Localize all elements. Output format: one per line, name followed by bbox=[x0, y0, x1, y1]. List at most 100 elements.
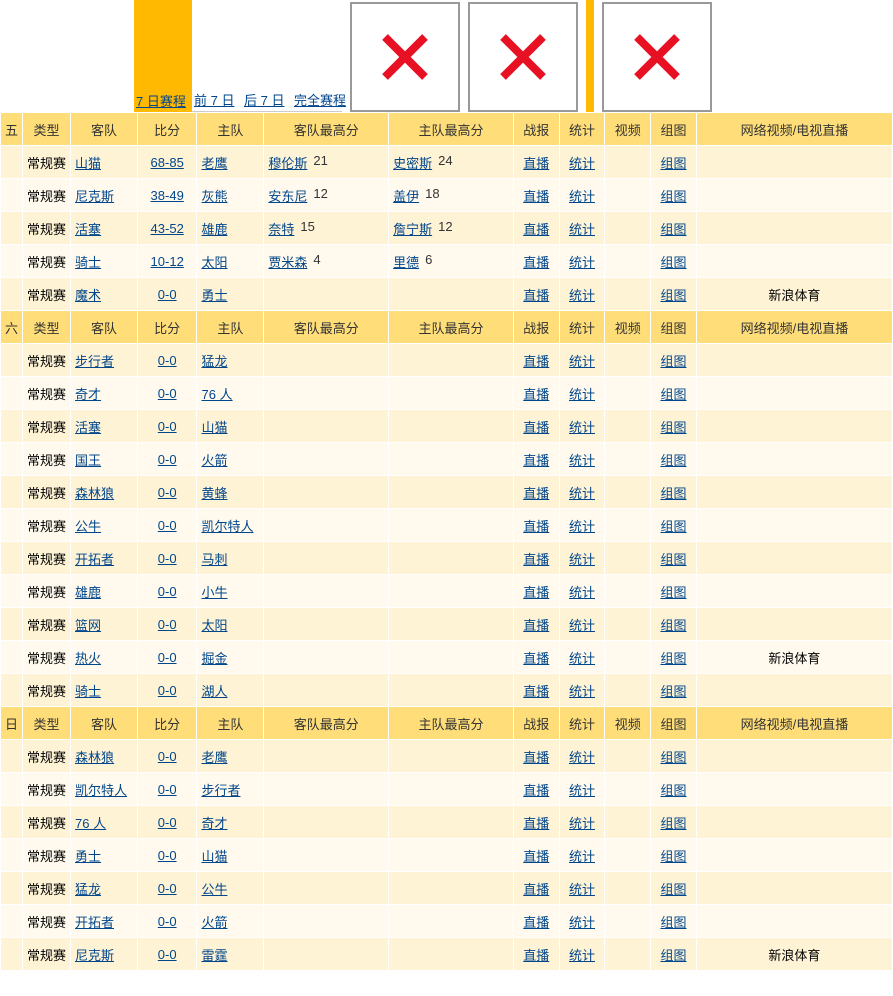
stats-link[interactable]: 统计 bbox=[569, 519, 595, 534]
score-link[interactable]: 0-0 bbox=[158, 353, 177, 368]
home-team-link[interactable]: 步行者 bbox=[201, 783, 240, 798]
home-high-player[interactable]: 盖伊 bbox=[393, 186, 419, 205]
score-link[interactable]: 10-12 bbox=[151, 254, 184, 269]
away-team-link[interactable]: 76 人 bbox=[75, 816, 106, 831]
chart-link[interactable]: 组图 bbox=[660, 618, 686, 633]
home-team-link[interactable]: 凯尔特人 bbox=[201, 519, 253, 534]
score-link[interactable]: 0-0 bbox=[158, 518, 177, 533]
away-team-link[interactable]: 热火 bbox=[75, 651, 101, 666]
score-link[interactable]: 0-0 bbox=[158, 914, 177, 929]
away-team-link[interactable]: 活塞 bbox=[75, 420, 101, 435]
away-high-player[interactable]: 奈特 bbox=[268, 219, 294, 238]
home-team-link[interactable]: 公牛 bbox=[201, 882, 227, 897]
chart-link[interactable]: 组图 bbox=[660, 750, 686, 765]
nav-prev7-link[interactable]: 前 7 日 bbox=[194, 90, 234, 109]
away-team-link[interactable]: 雄鹿 bbox=[75, 585, 101, 600]
home-team-link[interactable]: 马刺 bbox=[201, 552, 227, 567]
home-high-player[interactable]: 里德 bbox=[393, 252, 419, 271]
chart-link[interactable]: 组图 bbox=[660, 519, 686, 534]
score-link[interactable]: 0-0 bbox=[158, 551, 177, 566]
stats-link[interactable]: 统计 bbox=[569, 387, 595, 402]
home-team-link[interactable]: 老鹰 bbox=[201, 156, 227, 171]
chart-link[interactable]: 组图 bbox=[660, 684, 686, 699]
score-link[interactable]: 0-0 bbox=[158, 419, 177, 434]
home-team-link[interactable]: 猛龙 bbox=[201, 354, 227, 369]
home-team-link[interactable]: 奇才 bbox=[201, 816, 227, 831]
stats-link[interactable]: 统计 bbox=[569, 585, 595, 600]
away-team-link[interactable]: 奇才 bbox=[75, 387, 101, 402]
home-high-player[interactable]: 史密斯 bbox=[393, 153, 432, 172]
away-team-link[interactable]: 骑士 bbox=[75, 255, 101, 270]
home-team-link[interactable]: 老鹰 bbox=[201, 750, 227, 765]
home-team-link[interactable]: 山猫 bbox=[201, 849, 227, 864]
live-link[interactable]: 直播 bbox=[523, 849, 549, 864]
chart-link[interactable]: 组图 bbox=[660, 783, 686, 798]
home-team-link[interactable]: 太阳 bbox=[201, 255, 227, 270]
chart-link[interactable]: 组图 bbox=[660, 222, 686, 237]
score-link[interactable]: 0-0 bbox=[158, 683, 177, 698]
home-team-link[interactable]: 小牛 bbox=[201, 585, 227, 600]
chart-link[interactable]: 组图 bbox=[660, 948, 686, 963]
nav-prev7[interactable]: 前 7 日 bbox=[192, 0, 242, 112]
stats-link[interactable]: 统计 bbox=[569, 189, 595, 204]
away-team-link[interactable]: 森林狼 bbox=[75, 486, 114, 501]
live-link[interactable]: 直播 bbox=[523, 255, 549, 270]
stats-link[interactable]: 统计 bbox=[569, 354, 595, 369]
live-link[interactable]: 直播 bbox=[523, 684, 549, 699]
chart-link[interactable]: 组图 bbox=[660, 156, 686, 171]
chart-link[interactable]: 组图 bbox=[660, 288, 686, 303]
home-team-link[interactable]: 湖人 bbox=[201, 684, 227, 699]
score-link[interactable]: 0-0 bbox=[158, 452, 177, 467]
stats-link[interactable]: 统计 bbox=[569, 288, 595, 303]
live-link[interactable]: 直播 bbox=[523, 519, 549, 534]
away-high-player[interactable]: 贾米森 bbox=[268, 252, 307, 271]
stats-link[interactable]: 统计 bbox=[569, 486, 595, 501]
stats-link[interactable]: 统计 bbox=[569, 849, 595, 864]
score-link[interactable]: 38-49 bbox=[151, 188, 184, 203]
chart-link[interactable]: 组图 bbox=[660, 915, 686, 930]
stats-link[interactable]: 统计 bbox=[569, 618, 595, 633]
home-team-link[interactable]: 火箭 bbox=[201, 915, 227, 930]
live-link[interactable]: 直播 bbox=[523, 453, 549, 468]
score-link[interactable]: 0-0 bbox=[158, 584, 177, 599]
live-link[interactable]: 直播 bbox=[523, 420, 549, 435]
chart-link[interactable]: 组图 bbox=[660, 552, 686, 567]
score-link[interactable]: 43-52 bbox=[151, 221, 184, 236]
away-team-link[interactable]: 森林狼 bbox=[75, 750, 114, 765]
home-team-link[interactable]: 火箭 bbox=[201, 453, 227, 468]
live-link[interactable]: 直播 bbox=[523, 189, 549, 204]
stats-link[interactable]: 统计 bbox=[569, 453, 595, 468]
score-link[interactable]: 0-0 bbox=[158, 881, 177, 896]
away-team-link[interactable]: 山猫 bbox=[75, 156, 101, 171]
live-link[interactable]: 直播 bbox=[523, 222, 549, 237]
stats-link[interactable]: 统计 bbox=[569, 255, 595, 270]
home-team-link[interactable]: 勇士 bbox=[201, 288, 227, 303]
home-high-player[interactable]: 詹宁斯 bbox=[393, 219, 432, 238]
live-link[interactable]: 直播 bbox=[523, 651, 549, 666]
chart-link[interactable]: 组图 bbox=[660, 453, 686, 468]
live-link[interactable]: 直播 bbox=[523, 915, 549, 930]
score-link[interactable]: 0-0 bbox=[158, 485, 177, 500]
away-team-link[interactable]: 骑士 bbox=[75, 684, 101, 699]
away-team-link[interactable]: 尼克斯 bbox=[75, 189, 114, 204]
stats-link[interactable]: 统计 bbox=[569, 915, 595, 930]
chart-link[interactable]: 组图 bbox=[660, 387, 686, 402]
home-team-link[interactable]: 掘金 bbox=[201, 651, 227, 666]
score-link[interactable]: 0-0 bbox=[158, 617, 177, 632]
away-team-link[interactable]: 开拓者 bbox=[75, 915, 114, 930]
stats-link[interactable]: 统计 bbox=[569, 651, 595, 666]
nav-7day[interactable]: 7 日赛程 bbox=[134, 0, 192, 112]
score-link[interactable]: 0-0 bbox=[158, 782, 177, 797]
stats-link[interactable]: 统计 bbox=[569, 948, 595, 963]
away-team-link[interactable]: 公牛 bbox=[75, 519, 101, 534]
away-team-link[interactable]: 勇士 bbox=[75, 849, 101, 864]
away-team-link[interactable]: 凯尔特人 bbox=[75, 783, 127, 798]
away-team-link[interactable]: 猛龙 bbox=[75, 882, 101, 897]
nav-full-link[interactable]: 完全赛程 bbox=[294, 90, 346, 109]
chart-link[interactable]: 组图 bbox=[660, 354, 686, 369]
stats-link[interactable]: 统计 bbox=[569, 420, 595, 435]
live-link[interactable]: 直播 bbox=[523, 816, 549, 831]
nav-next7[interactable]: 后 7 日 bbox=[242, 0, 292, 112]
live-link[interactable]: 直播 bbox=[523, 156, 549, 171]
home-team-link[interactable]: 76 人 bbox=[201, 387, 232, 402]
